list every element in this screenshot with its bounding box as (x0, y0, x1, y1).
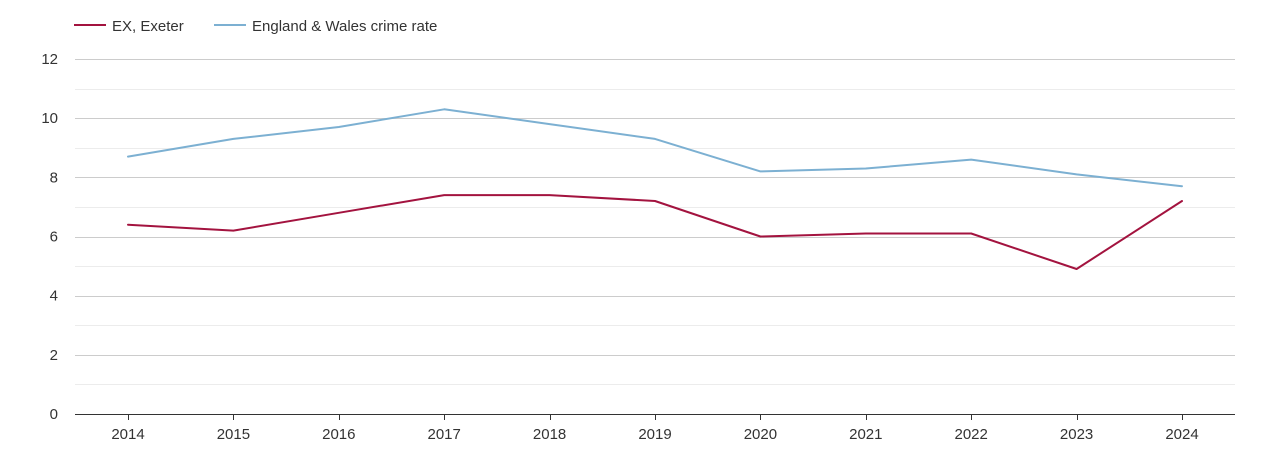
x-tick-label: 2020 (744, 426, 777, 443)
x-tick-label: 2016 (322, 426, 355, 443)
y-axis: 0 2 4 6 8 10 12 (41, 51, 58, 423)
y-tick-label: 10 (41, 110, 58, 127)
x-tick-label: 2019 (638, 426, 671, 443)
legend-label-england-wales: England & Wales crime rate (252, 18, 437, 35)
x-axis: 2014 2015 2016 2017 2018 2019 2020 2021 2022 2023… (75, 414, 1235, 443)
legend-item-exeter[interactable]: EX, Exeter (74, 18, 184, 35)
gridlines (75, 59, 1235, 385)
legend-label-exeter: EX, Exeter (112, 18, 184, 35)
y-tick-label: 8 (50, 169, 58, 186)
legend-item-england-wales[interactable]: England & Wales crime rate (214, 18, 437, 35)
x-tick-label: 2014 (111, 426, 144, 443)
y-tick-label: 4 (50, 288, 58, 305)
y-tick-label: 6 (50, 229, 58, 246)
x-tick-label: 2017 (428, 426, 461, 443)
x-tick-label: 2018 (533, 426, 566, 443)
y-tick-label: 0 (50, 406, 58, 423)
series-line-exeter[interactable] (127, 194, 1183, 270)
x-tick-label: 2015 (217, 426, 250, 443)
series-line-england-wales[interactable] (127, 108, 1183, 188)
x-tick-label: 2024 (1165, 426, 1198, 443)
x-tick-label: 2023 (1060, 426, 1093, 443)
x-tick-label: 2021 (849, 426, 882, 443)
y-tick-label: 12 (41, 51, 58, 68)
x-tick-label: 2022 (955, 426, 988, 443)
legend: EX, Exeter England & Wales crime rate (74, 18, 437, 35)
y-tick-label: 2 (50, 347, 58, 364)
series-lines (127, 108, 1183, 270)
